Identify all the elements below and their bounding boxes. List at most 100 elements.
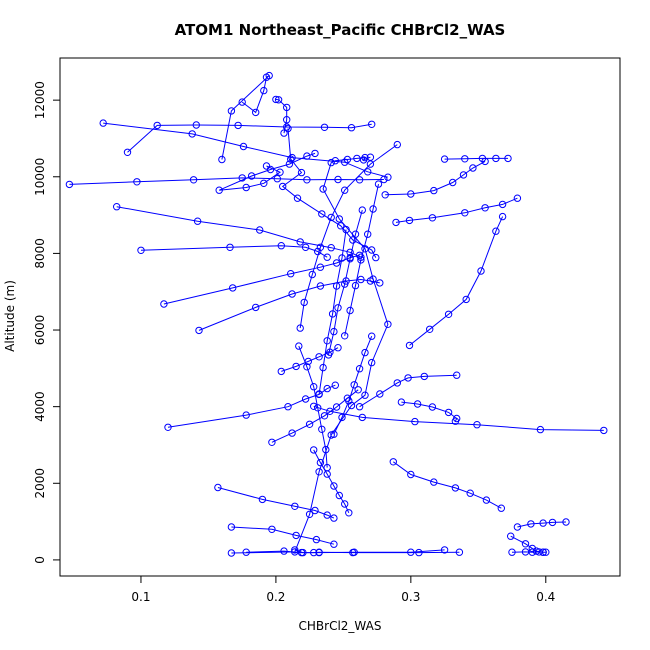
data-point bbox=[392, 218, 400, 227]
data-point bbox=[320, 412, 329, 420]
data-point bbox=[430, 478, 438, 486]
data-point bbox=[449, 178, 457, 187]
series-30 bbox=[295, 342, 331, 472]
data-point bbox=[288, 153, 296, 162]
data-point bbox=[335, 215, 343, 223]
data-point bbox=[123, 148, 132, 157]
data-point bbox=[347, 124, 356, 132]
data-point bbox=[268, 525, 276, 533]
data-point bbox=[327, 244, 335, 252]
y-tick-label: 8000 bbox=[33, 238, 47, 269]
data-point bbox=[368, 246, 376, 254]
data-point bbox=[366, 277, 375, 285]
series-37 bbox=[277, 344, 342, 376]
data-point bbox=[280, 129, 288, 137]
data-point bbox=[195, 326, 203, 335]
series-line bbox=[444, 157, 508, 160]
series-line bbox=[318, 229, 347, 395]
data-point bbox=[361, 348, 369, 357]
data-point bbox=[316, 458, 325, 467]
data-point bbox=[444, 408, 453, 417]
data-point bbox=[411, 417, 419, 426]
series-line bbox=[385, 160, 486, 196]
data-point bbox=[252, 303, 260, 312]
data-point bbox=[353, 154, 361, 163]
series-9 bbox=[113, 203, 365, 261]
data-point bbox=[357, 275, 365, 284]
y-axis-label: Altitude (m) bbox=[3, 280, 17, 352]
data-point bbox=[341, 186, 349, 194]
data-point bbox=[229, 284, 237, 292]
data-point bbox=[466, 489, 474, 497]
series-4 bbox=[272, 95, 291, 137]
data-point bbox=[536, 425, 545, 434]
data-point bbox=[305, 510, 314, 518]
data-point bbox=[381, 191, 389, 199]
series-18 bbox=[355, 371, 461, 411]
data-point bbox=[280, 547, 288, 555]
x-axis: 0.1 0.2 0.3 0.4 bbox=[131, 576, 555, 604]
data-point bbox=[299, 548, 307, 557]
data-point bbox=[349, 236, 357, 244]
series-line bbox=[231, 526, 335, 545]
data-point bbox=[296, 238, 304, 246]
series-line bbox=[299, 144, 398, 329]
series-line bbox=[409, 216, 504, 346]
data-point bbox=[504, 154, 512, 163]
data-point bbox=[291, 502, 299, 510]
data-point bbox=[323, 384, 331, 393]
series-line bbox=[393, 461, 502, 509]
data-point bbox=[323, 470, 331, 478]
y-tick-label: 10000 bbox=[33, 158, 47, 196]
series-line bbox=[271, 389, 359, 443]
data-point bbox=[310, 548, 318, 557]
series-line bbox=[218, 152, 316, 191]
data-point bbox=[311, 506, 319, 515]
data-point bbox=[328, 310, 337, 318]
series-25 bbox=[405, 212, 507, 350]
series-line bbox=[294, 549, 460, 554]
data-point bbox=[234, 121, 242, 130]
series-line bbox=[281, 128, 377, 258]
data-point bbox=[268, 438, 276, 446]
data-point bbox=[193, 217, 202, 225]
data-point bbox=[316, 263, 325, 271]
data-point bbox=[372, 253, 380, 262]
data-point bbox=[346, 306, 354, 315]
data-point bbox=[492, 154, 500, 163]
data-point bbox=[318, 210, 326, 218]
data-point bbox=[420, 372, 428, 381]
y-tick-label: 2000 bbox=[33, 468, 47, 499]
series-line bbox=[344, 183, 379, 336]
data-point bbox=[272, 95, 280, 104]
x-tick-label: 0.4 bbox=[536, 590, 555, 604]
data-point bbox=[322, 445, 330, 454]
data-point bbox=[297, 168, 306, 177]
data-point bbox=[600, 426, 608, 435]
data-point bbox=[238, 174, 246, 182]
data-point bbox=[426, 325, 434, 333]
data-point bbox=[137, 246, 145, 255]
data-point bbox=[292, 362, 300, 371]
series-line bbox=[217, 487, 335, 519]
series-8 bbox=[65, 174, 388, 189]
series-17 bbox=[291, 546, 464, 557]
data-point bbox=[266, 165, 275, 174]
data-point bbox=[260, 86, 268, 95]
data-point bbox=[327, 158, 335, 167]
data-point bbox=[319, 363, 327, 372]
data-point bbox=[65, 180, 74, 189]
data-point bbox=[238, 98, 246, 106]
data-point bbox=[539, 519, 547, 527]
data-point bbox=[380, 175, 388, 184]
data-point bbox=[227, 523, 236, 531]
data-point bbox=[295, 342, 303, 350]
series-33 bbox=[324, 206, 366, 359]
data-point bbox=[338, 254, 346, 262]
data-point bbox=[374, 180, 383, 188]
data-point bbox=[355, 251, 364, 260]
y-tick-label: 12000 bbox=[33, 81, 47, 119]
data-point bbox=[368, 332, 376, 340]
series-line bbox=[103, 122, 389, 178]
